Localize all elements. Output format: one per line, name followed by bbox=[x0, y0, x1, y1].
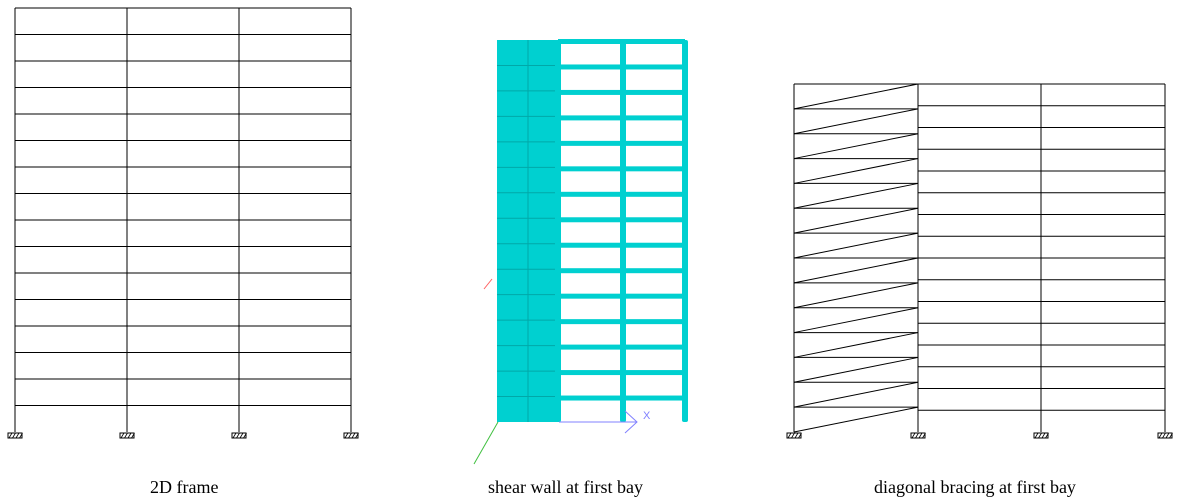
support-base bbox=[7, 432, 23, 439]
x-axis-label: X bbox=[643, 410, 651, 422]
support-hatch bbox=[922, 432, 926, 439]
support-hatch bbox=[8, 432, 13, 439]
support-hatch bbox=[351, 432, 356, 439]
support-hatch bbox=[1169, 432, 1173, 439]
support-hatch bbox=[1038, 432, 1042, 439]
frame-beam bbox=[558, 166, 685, 172]
frame-beam bbox=[558, 217, 685, 223]
support-hatch bbox=[127, 432, 132, 439]
support-hatch bbox=[1041, 432, 1046, 439]
caption-shear-wall: shear wall at first bay bbox=[488, 477, 643, 497]
diagonal-brace bbox=[793, 158, 919, 184]
support-hatch bbox=[798, 432, 802, 439]
frame-beam bbox=[558, 268, 685, 274]
frame-beam bbox=[558, 242, 685, 248]
frame-beam bbox=[558, 115, 685, 121]
support-base bbox=[1157, 432, 1173, 439]
frame-beam bbox=[558, 344, 685, 350]
diagonal-bracing-diagram bbox=[786, 83, 1173, 439]
support-hatch bbox=[12, 432, 16, 439]
support-hatch bbox=[787, 432, 792, 439]
support-hatch bbox=[15, 432, 20, 439]
frame-beam bbox=[558, 319, 685, 325]
frame-column bbox=[555, 40, 561, 422]
support-hatch bbox=[232, 432, 237, 439]
support-hatch bbox=[1158, 432, 1163, 439]
shear-wall-diagram: X bbox=[473, 39, 688, 465]
diagonal-brace bbox=[793, 332, 919, 358]
support-hatch bbox=[794, 432, 799, 439]
support-hatch bbox=[915, 432, 919, 439]
support-hatch bbox=[348, 432, 352, 439]
frame-2d-diagram bbox=[7, 7, 359, 439]
frame-beam bbox=[558, 89, 685, 95]
support-hatch bbox=[239, 432, 244, 439]
caption-2d-frame: 2D frame bbox=[150, 477, 219, 497]
diagonal-brace bbox=[793, 133, 919, 160]
support-hatch bbox=[1045, 432, 1049, 439]
support-hatch bbox=[1162, 432, 1166, 439]
frame-beam bbox=[558, 39, 685, 44]
support-hatch bbox=[344, 432, 349, 439]
z-axis-mark bbox=[483, 278, 493, 290]
support-base bbox=[786, 432, 802, 439]
frame-beam bbox=[558, 191, 685, 197]
support-base bbox=[343, 432, 359, 439]
support-hatch bbox=[1165, 432, 1170, 439]
frame-column bbox=[682, 40, 688, 422]
support-hatch bbox=[243, 432, 247, 439]
frame-beam bbox=[558, 293, 685, 299]
diagonal-brace bbox=[793, 207, 919, 234]
frame-beam bbox=[558, 395, 685, 401]
frame-column bbox=[620, 40, 626, 422]
diagonal-brace bbox=[793, 108, 919, 135]
frame-beam bbox=[558, 64, 685, 70]
support-hatch bbox=[911, 432, 916, 439]
support-base bbox=[231, 432, 247, 439]
diagonal-brace bbox=[793, 356, 919, 383]
caption-diagonal-bracing: diagonal bracing at first bay bbox=[874, 477, 1076, 497]
frame-beam bbox=[558, 140, 685, 146]
support-hatch bbox=[236, 432, 240, 439]
support-base bbox=[1033, 432, 1049, 439]
diagonal-brace bbox=[793, 406, 919, 433]
support-hatch bbox=[1034, 432, 1039, 439]
diagonal-brace bbox=[793, 381, 919, 408]
diagonal-brace bbox=[793, 232, 919, 259]
diagonal-brace bbox=[793, 182, 919, 209]
support-base bbox=[119, 432, 135, 439]
y-axis-line bbox=[473, 421, 499, 465]
frame-beam bbox=[558, 370, 685, 376]
support-hatch bbox=[19, 432, 23, 439]
diagonal-brace bbox=[793, 307, 919, 334]
support-hatch bbox=[131, 432, 135, 439]
diagonal-brace bbox=[793, 282, 919, 309]
support-hatch bbox=[918, 432, 923, 439]
support-hatch bbox=[355, 432, 359, 439]
support-hatch bbox=[791, 432, 795, 439]
x-axis-arrow bbox=[624, 410, 638, 434]
support-hatch bbox=[120, 432, 125, 439]
diagonal-brace bbox=[793, 257, 919, 284]
support-hatch bbox=[124, 432, 128, 439]
support-base bbox=[910, 432, 926, 439]
diagonal-brace bbox=[793, 83, 919, 110]
